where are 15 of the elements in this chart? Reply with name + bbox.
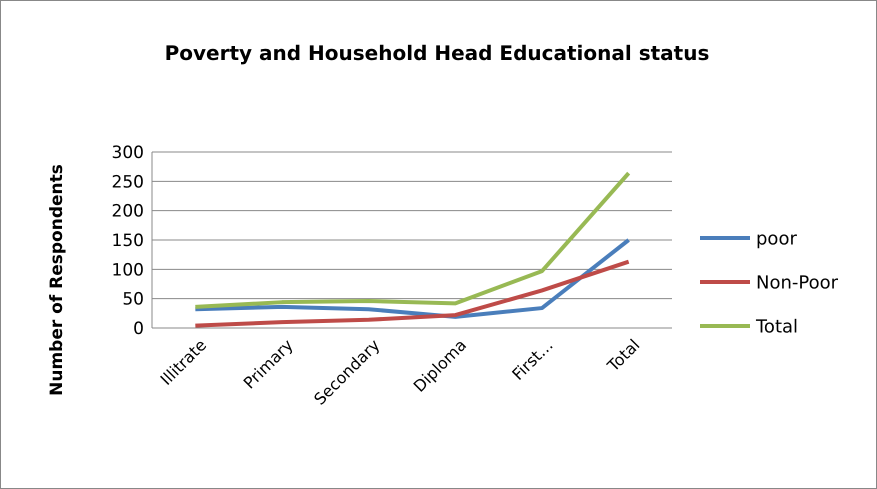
line-series [193,260,631,328]
y-tick-label: 0 [133,318,144,339]
y-axis-title: Number of Respondents [47,164,67,396]
legend-label: Total [755,316,798,338]
legend-label: Non-Poor [756,272,839,294]
y-tick-label: 200 [112,202,144,222]
y-tick-label: 50 [122,290,144,310]
chart-title: Poverty and Household Head Educational status [164,41,710,65]
legend-label: poor [756,228,798,250]
line-series [193,238,631,319]
y-tick-label: 250 [112,172,144,192]
y-tick-label: 100 [112,260,144,280]
line-series [193,171,631,309]
y-tick-label: 300 [112,142,144,163]
y-tick-label: 150 [112,230,144,251]
